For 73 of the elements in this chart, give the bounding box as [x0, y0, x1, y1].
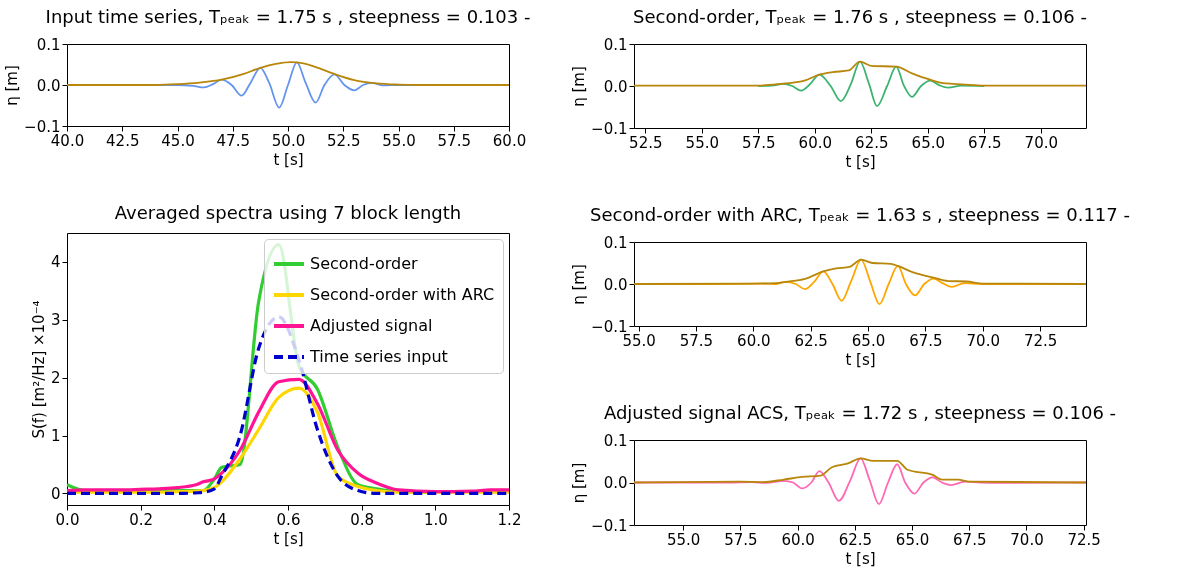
x-tick-label: 40.0 — [50, 131, 85, 150]
x-tick-label: 45.0 — [161, 131, 195, 150]
x-tick-label: 70.0 — [1010, 530, 1044, 549]
x-axis-title: t [s] — [845, 549, 876, 568]
y-tick-label: 3 — [50, 311, 61, 330]
y-axis-title: η [m] — [570, 66, 589, 107]
x-tick-label: 65.0 — [895, 530, 930, 549]
y-tick-label: 0.0 — [603, 474, 628, 492]
x-tick-label: 1.0 — [423, 510, 448, 529]
x-tick-label: 72.5 — [1023, 331, 1058, 350]
x-tick-label: 52.5 — [629, 133, 663, 152]
x-tick-label: 67.5 — [968, 133, 1002, 152]
legend-label: Adjusted signal — [310, 316, 433, 335]
x-tick-label: 0.2 — [129, 510, 154, 529]
x-tick-label: 65.0 — [911, 133, 945, 152]
y-tick-label: 0.0 — [603, 275, 628, 294]
x-tick-label: 60.0 — [492, 131, 527, 150]
x-axis-title: t [s] — [273, 529, 304, 548]
chart-title: Second-order, Tₚₑₐₖ = 1.76 s , steepness = 0.106 - — [633, 6, 1087, 27]
x-axis-title: t [s] — [273, 150, 304, 169]
y-tick-label: 4 — [50, 253, 61, 272]
x-tick-label: 57.5 — [679, 331, 714, 350]
y-axis-title: η [m] — [570, 462, 589, 504]
legend-label: Second-order with ARC — [310, 285, 495, 304]
y-tick-label: 1 — [50, 427, 61, 446]
x-tick-label: 57.5 — [437, 131, 471, 150]
y-axis-title: S(f) [m²/Hz] ×10⁻⁴ — [29, 300, 48, 439]
y-tick-label: 0.1 — [603, 431, 628, 450]
y-tick-label: 0.0 — [36, 76, 61, 95]
x-tick-label: 55.0 — [382, 131, 416, 150]
x-tick-label: 50.0 — [271, 131, 306, 150]
x-tick-label: 42.5 — [106, 131, 140, 150]
y-tick-label: 0 — [50, 484, 61, 503]
y-tick-label: −0.1 — [591, 516, 628, 535]
x-axis-title: t [s] — [845, 350, 876, 369]
x-tick-label: 55.0 — [667, 530, 701, 549]
x-tick-label: 67.5 — [909, 331, 943, 350]
x-tick-label: 0.6 — [276, 510, 301, 529]
x-tick-label: 60.0 — [798, 133, 832, 152]
legend-label: Second-order — [310, 254, 419, 273]
y-tick-label: 2 — [50, 369, 61, 388]
x-tick-label: 62.5 — [838, 530, 873, 549]
chart-title: Averaged spectra using 7 block length — [114, 202, 462, 223]
x-tick-label: 0.8 — [350, 510, 375, 529]
x-tick-label: 47.5 — [216, 131, 250, 150]
x-tick-label: 52.5 — [327, 131, 361, 150]
x-tick-label: 55.0 — [685, 133, 719, 152]
chart-title: Second-order with ARC, Tₚₑₐₖ = 1.63 s , steepness = 0.117 - — [590, 204, 1130, 225]
x-tick-label: 70.0 — [1024, 133, 1058, 152]
x-tick-label: 67.5 — [953, 530, 987, 549]
x-tick-label: 72.5 — [1067, 530, 1101, 549]
x-tick-label: 55.0 — [622, 331, 656, 350]
y-tick-label: −0.1 — [591, 119, 628, 138]
x-tick-label: 1.2 — [497, 510, 522, 529]
chart-title: Adjusted signal ACS, Tₚₑₐₖ = 1.72 s , steepness = 0.106 - — [603, 402, 1117, 423]
y-tick-label: 0.1 — [36, 35, 61, 54]
x-tick-label: 57.5 — [724, 530, 758, 549]
y-tick-label: 0.1 — [603, 35, 628, 54]
chart-title: Input time series, Tₚₑₐₖ = 1.75 s , steepness = 0.103 - — [45, 6, 531, 27]
x-tick-label: 62.5 — [794, 331, 828, 350]
x-tick-label: 57.5 — [742, 133, 776, 152]
x-tick-label: 70.0 — [966, 331, 1000, 350]
y-tick-label: 0.1 — [603, 233, 628, 252]
x-axis-title: t [s] — [845, 152, 876, 171]
y-axis-title: η [m] — [570, 264, 589, 305]
y-tick-label: 0.0 — [603, 77, 628, 96]
x-tick-label: 62.5 — [855, 133, 889, 152]
legend-label: Time series input — [309, 347, 448, 366]
y-axis-title: η [m] — [3, 65, 22, 106]
x-tick-label: 60.0 — [737, 331, 771, 350]
x-tick-label: 65.0 — [851, 331, 886, 350]
x-tick-label: 60.0 — [781, 530, 815, 549]
x-tick-label: 0.4 — [202, 510, 227, 529]
